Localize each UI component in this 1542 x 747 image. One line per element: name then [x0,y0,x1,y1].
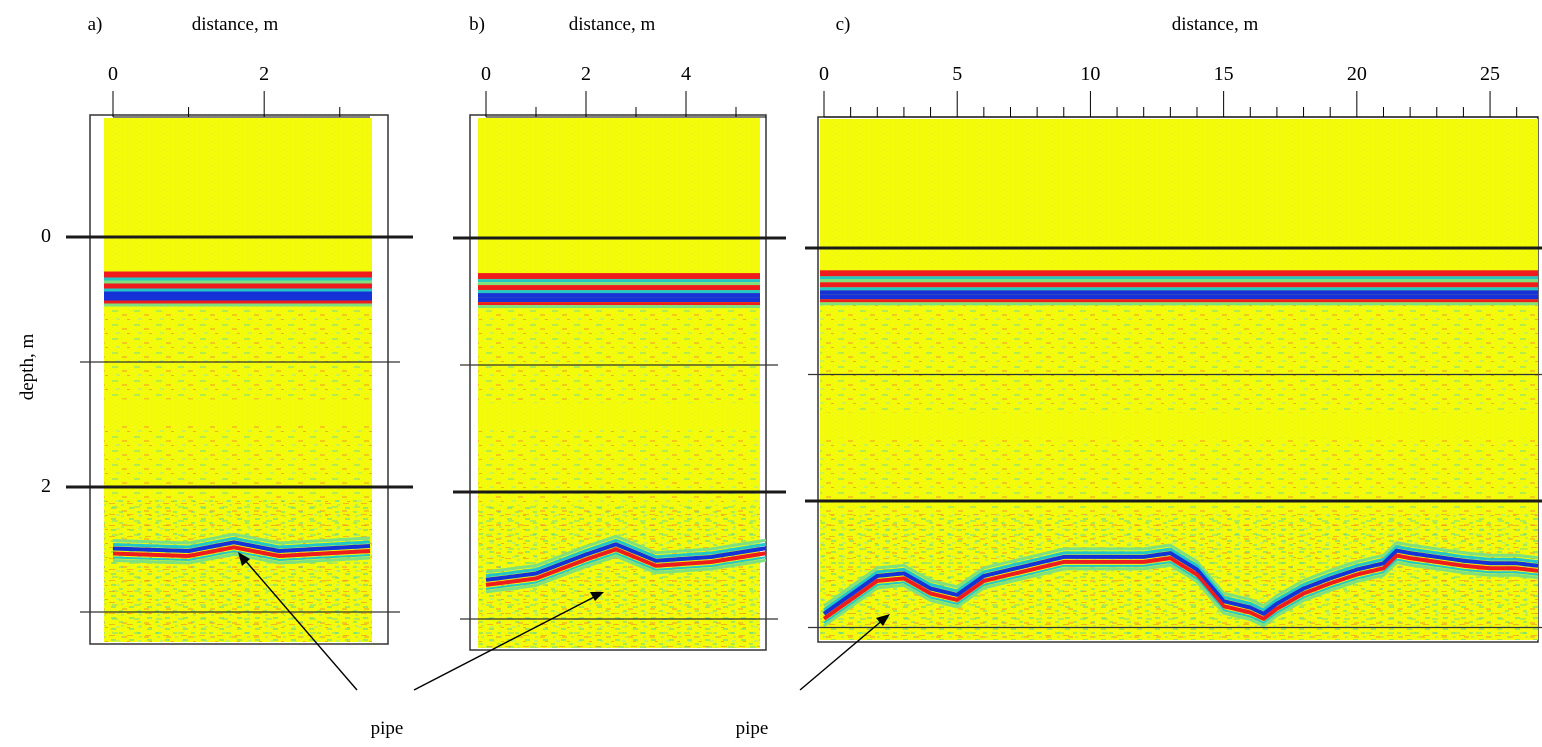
panel-c: 0 5 10 15 20 25 c) distance, m [805,14,1542,643]
panel-b: 0 2 4 b) distance, m [453,14,786,651]
pipe-reflector-band-3 [485,547,767,587]
x-tick-label-4: 4 [681,63,691,85]
x-tick-label-5: 5 [952,63,962,85]
surface-reflection-band-2 [104,280,372,284]
surface-reflection-band-7 [478,302,760,306]
x-axis-title: distance, m [569,14,656,35]
x-tick-label-0: 0 [108,63,118,85]
pipe-reflector-band-0 [112,532,371,545]
surface-reflection-band-2 [820,279,1538,283]
pipe-reflector-band-2 [485,542,767,582]
noise-region-upper [478,302,760,404]
surface-reflection-band-1 [104,277,372,281]
pipe-reflector-band-5 [485,554,767,594]
pipe-reflector-band-0 [823,541,1539,608]
x-axis-title: distance, m [192,14,279,35]
panels: 0 2 a) distance, m 0 2 4 b) distance, m 0 5 10 15 20 2… [66,14,1542,651]
surface-reflection-band-2 [478,282,760,286]
noise-region-upper [820,299,1538,413]
pipe-reflector-band-4 [485,552,767,590]
surface-reflection-band-1 [820,276,1538,280]
x-axis-title: distance, m [1172,14,1259,35]
pipe-label-right: pipe [736,718,769,739]
pipe-reflector-band-1 [112,536,371,549]
pipe-reflector-band-2 [822,548,1539,616]
surface-reflection-band-6 [820,294,1538,300]
pipe-reflector-band-5 [112,552,371,565]
surface-reflection-band-3 [104,283,372,289]
x-tick-label-2: 2 [581,63,591,85]
surface-reflection-band-7 [104,300,372,304]
panel-a: 0 2 a) distance, m [66,14,413,645]
pipe-reflector-band-1 [485,538,767,578]
pipe-reflector-band-4 [823,558,1539,624]
panel-label: a) [88,14,103,35]
noise-region-deep [820,513,1538,640]
surface-reflection-band-8 [478,305,760,309]
surface-reflection-band-3 [478,285,760,291]
x-tick-label-25: 25 [1480,63,1500,85]
pipe-reflector-band-3 [822,553,1539,621]
pipe-reflector-band-0 [485,534,767,574]
surface-reflection-band-0 [820,270,1538,277]
y-axis-label: depth, m [17,334,38,401]
surface-reflection-band-5 [820,290,1538,295]
y-tick-label-0: 0 [41,225,51,247]
surface-reflection-band-5 [104,291,372,296]
arrow-c [799,614,890,691]
surface-reflection-band-6 [104,295,372,301]
pipe-reflector-band-3 [112,545,371,558]
surface-reflection-band-7 [820,299,1538,303]
noise-region-deep [104,499,372,642]
panel-label: c) [836,14,851,35]
y-tick-label-2: 2 [41,475,51,497]
x-tick-label-0: 0 [481,63,491,85]
surface-reflection-band-8 [820,302,1538,306]
panel-label: b) [469,14,485,35]
x-tick-label-10: 10 [1080,63,1100,85]
x-tick-label-15: 15 [1214,63,1234,85]
surface-reflection-band-0 [104,271,372,278]
surface-reflection-band-0 [478,273,760,280]
annotations: pipe pipe [238,552,890,739]
y-axis-group: depth, m 0 2 [17,225,51,497]
arrow-a [238,552,358,691]
x-tick-label-0: 0 [819,63,829,85]
surface-reflection-band-4 [104,288,372,292]
surface-reflection-band-8 [104,303,372,307]
pipe-reflector-band-5 [823,561,1539,628]
noise-region-upper [104,300,372,400]
pipe-reflector-band-1 [823,545,1539,612]
surface-reflection-band-6 [478,297,760,303]
surface-reflection-band-5 [478,293,760,298]
pipe-reflector-band-2 [112,540,371,553]
surface-reflection-band-4 [820,287,1538,291]
surface-reflection-band-3 [820,282,1538,288]
surface-reflection-band-4 [478,290,760,294]
surface-reflection-band-1 [478,279,760,283]
arrow-b [413,592,604,691]
pipe-label-left: pipe [371,718,404,739]
x-tick-label-2: 2 [259,63,269,85]
x-tick-label-20: 20 [1347,63,1367,85]
pipe-reflector-band-4 [112,550,371,561]
